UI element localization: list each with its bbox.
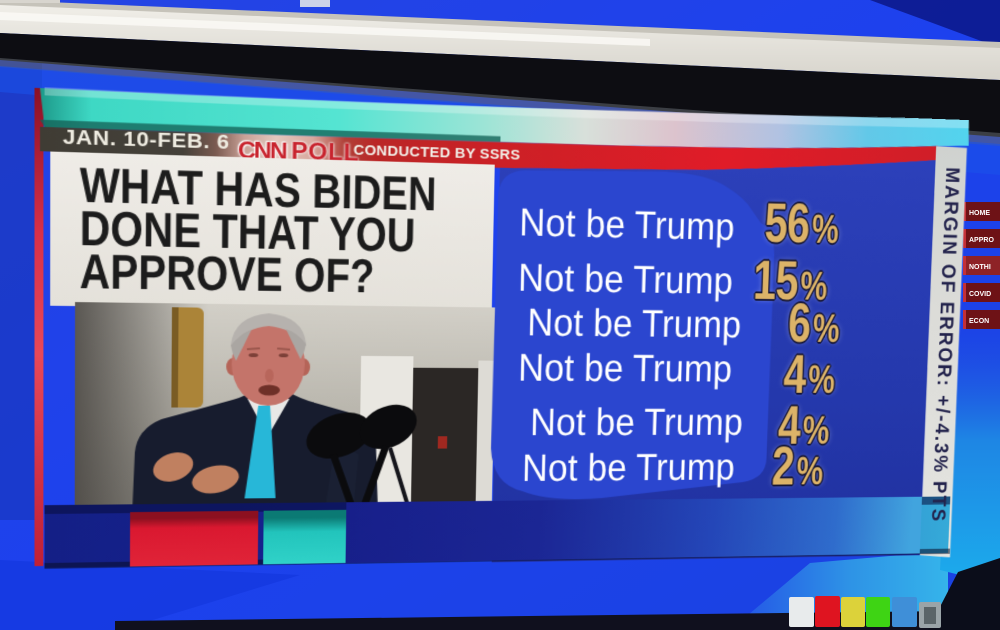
svg-text:NOTHI: NOTHI [969, 264, 991, 271]
svg-text:APPRO: APPRO [969, 237, 994, 244]
svg-text:COVID: COVID [969, 291, 991, 298]
svg-text:HOME: HOME [969, 210, 990, 217]
svg-text:ECON: ECON [969, 318, 989, 325]
